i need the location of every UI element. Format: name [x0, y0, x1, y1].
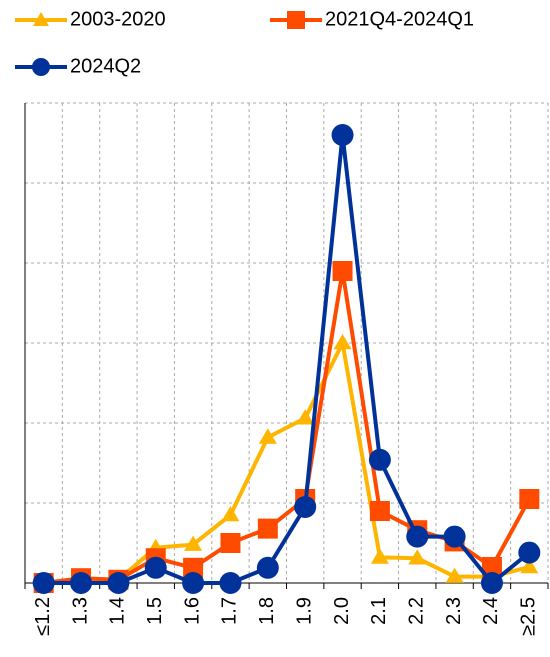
- data-point: [219, 572, 242, 594]
- data-point: [107, 572, 130, 594]
- legend-marker: [33, 12, 49, 26]
- data-point: [258, 428, 277, 444]
- data-point: [333, 334, 352, 350]
- legend-label: 2021Q4-2024Q1: [325, 8, 474, 30]
- x-tick-label: 2.4: [480, 597, 502, 625]
- x-tick-label: 1.7: [219, 597, 241, 625]
- x-tick-label: 1.4: [107, 597, 129, 625]
- x-tick-label: 2.2: [406, 597, 428, 625]
- data-point: [331, 124, 354, 146]
- data-point: [518, 541, 541, 564]
- x-tick-label: 2.1: [368, 597, 390, 625]
- data-point: [445, 567, 464, 583]
- data-point: [481, 557, 502, 577]
- x-tick-label: ≥2.5: [518, 597, 540, 636]
- data-point: [220, 533, 241, 553]
- legend-marker: [287, 11, 305, 29]
- data-point: [443, 525, 466, 548]
- data-point: [480, 572, 503, 594]
- x-tick-label: 1.6: [181, 597, 203, 625]
- x-tick-label: 1.5: [144, 597, 166, 625]
- data-point: [519, 489, 540, 509]
- data-point: [296, 409, 315, 425]
- data-point: [332, 261, 353, 281]
- data-point: [32, 572, 55, 594]
- data-point: [183, 557, 204, 578]
- data-point: [257, 518, 278, 539]
- data-point: [182, 572, 205, 594]
- data-point: [408, 549, 427, 565]
- data-point: [221, 506, 240, 522]
- legend-label: 2024Q2: [70, 55, 141, 77]
- data-point: [294, 496, 317, 518]
- legend-marker: [32, 58, 50, 76]
- legend-label: 2003-2020: [70, 8, 166, 30]
- data-point: [144, 556, 167, 579]
- x-tick-label: 1.3: [69, 597, 91, 625]
- x-tick-label: 1.8: [256, 597, 278, 625]
- data-point: [520, 558, 539, 574]
- data-point: [184, 535, 203, 551]
- data-point: [406, 525, 429, 548]
- data-point: [70, 572, 93, 594]
- x-tick-label: 2.3: [443, 597, 465, 625]
- x-tick-label: 1.9: [293, 597, 315, 625]
- data-point: [368, 448, 391, 471]
- data-point: [370, 548, 389, 564]
- x-tick-label: ≤1.2: [32, 597, 54, 636]
- data-point: [369, 501, 390, 521]
- x-tick-label: 2.0: [331, 597, 353, 625]
- data-point: [256, 556, 279, 579]
